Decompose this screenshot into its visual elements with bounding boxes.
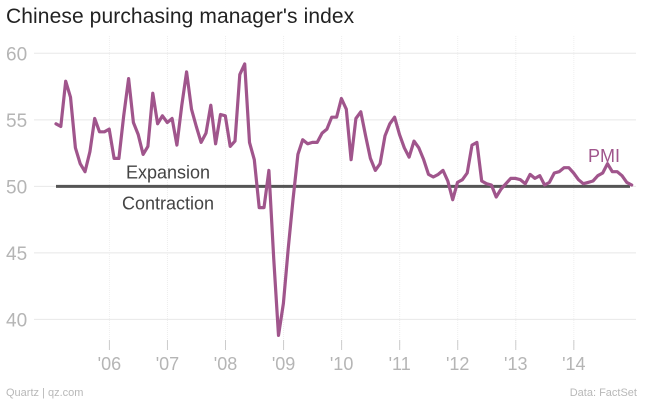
x-tick-label: '12	[446, 354, 469, 374]
x-tick-label: '13	[504, 354, 527, 374]
x-tick-label: '14	[562, 354, 585, 374]
y-tick-label: 45	[6, 244, 27, 265]
y-tick-label: 60	[6, 44, 27, 65]
expansion-label: Expansion	[126, 162, 210, 182]
chart-title: Chinese purchasing manager's index	[6, 5, 355, 28]
pmi-series-label: PMI	[588, 146, 620, 166]
contraction-label: Contraction	[122, 193, 214, 213]
x-tick-label: '11	[389, 354, 411, 374]
x-tick-label: '10	[330, 354, 353, 374]
y-tick-label: 50	[6, 177, 27, 198]
y-tick-label: 55	[6, 111, 27, 132]
y-tick-label: 40	[6, 310, 27, 331]
x-tick-label: '07	[156, 354, 179, 374]
source-credit: Quartz | qz.com	[6, 387, 84, 399]
pmi-series-line	[54, 62, 634, 337]
x-tick-label: '06	[98, 354, 121, 374]
x-tick-label: '09	[272, 354, 295, 374]
x-tick-label: '08	[214, 354, 237, 374]
data-source: Data: FactSet	[569, 387, 637, 399]
